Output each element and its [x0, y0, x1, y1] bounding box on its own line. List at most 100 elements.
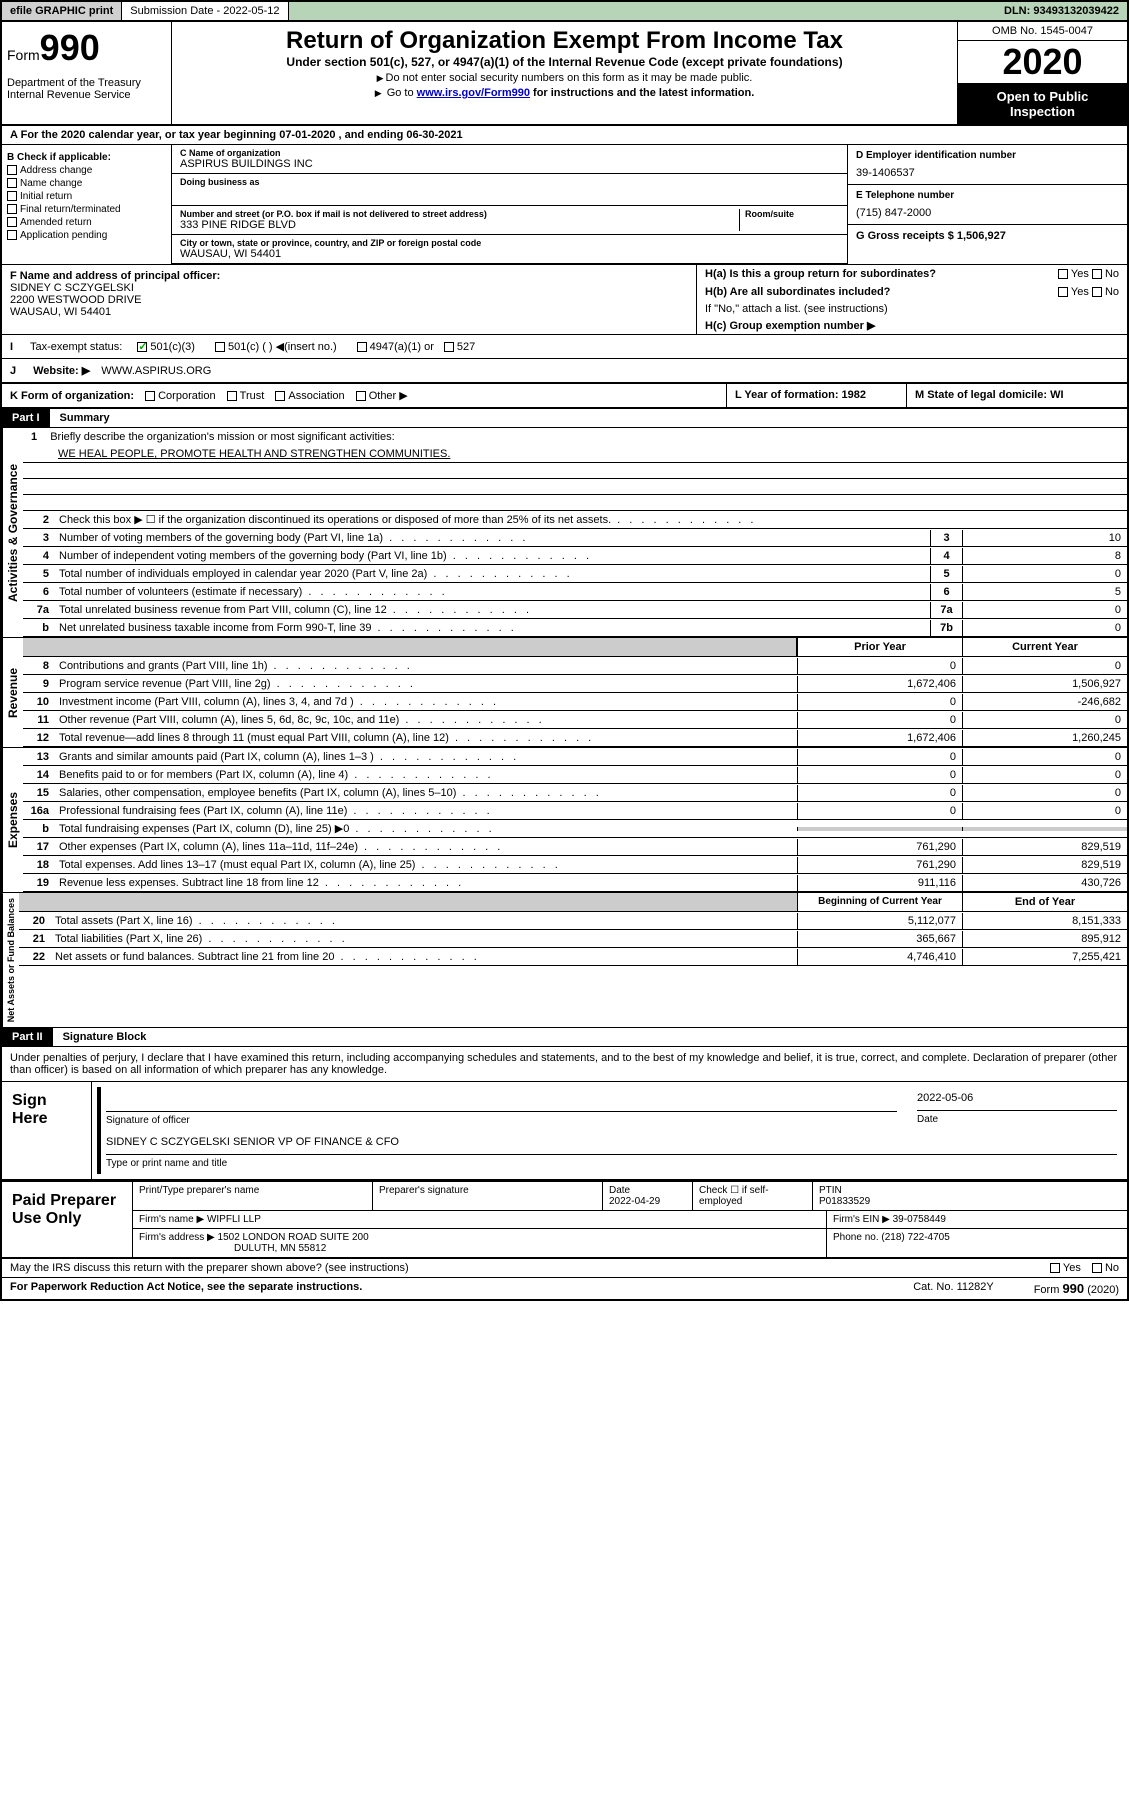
- form-header: Form990 Department of the Treasury Inter…: [2, 22, 1127, 126]
- omb-number: OMB No. 1545-0047: [958, 22, 1127, 41]
- cb-527[interactable]: [444, 342, 454, 352]
- link-note: Go to www.irs.gov/Form990 for instructio…: [177, 87, 952, 99]
- form-title-box: Return of Organization Exempt From Incom…: [172, 22, 957, 124]
- cb-ha-yes[interactable]: [1058, 269, 1068, 279]
- activities-governance: Activities & Governance 1 Briefly descri…: [2, 428, 1127, 637]
- org-name-box: C Name of organization ASPIRUS BUILDINGS…: [172, 145, 847, 264]
- cb-501c[interactable]: [215, 342, 225, 352]
- firm-addr: 1502 LONDON ROAD SUITE 200: [218, 1232, 369, 1243]
- line-21: 21Total liabilities (Part X, line 26)365…: [19, 930, 1127, 948]
- org-city: WAUSAU, WI 54401: [180, 248, 839, 260]
- phone-value: (715) 847-2000: [856, 207, 1119, 219]
- line-7a: 7aTotal unrelated business revenue from …: [23, 601, 1127, 619]
- efile-button[interactable]: efile GRAPHIC print: [2, 2, 122, 20]
- section-a-tax-year: A For the 2020 calendar year, or tax yea…: [2, 126, 1127, 145]
- paid-preparer-row: Paid Preparer Use Only Print/Type prepar…: [2, 1180, 1127, 1259]
- line-16a: 16aProfessional fundraising fees (Part I…: [23, 802, 1127, 820]
- form-subtitle: Under section 501(c), 527, or 4947(a)(1)…: [177, 55, 952, 69]
- firm-ein: 39-0758449: [893, 1214, 946, 1225]
- cb-assoc[interactable]: [275, 391, 285, 401]
- ein-value: 39-1406537: [856, 167, 1119, 179]
- irs-link[interactable]: www.irs.gov/Form990: [417, 87, 530, 99]
- org-name: ASPIRUS BUILDINGS INC: [180, 158, 839, 170]
- gross-receipts: G Gross receipts $ 1,506,927: [856, 230, 1119, 242]
- dln-number: DLN: 93493132039422: [996, 2, 1127, 20]
- sig-date: 2022-05-06: [917, 1092, 1117, 1104]
- firm-phone: (218) 722-4705: [881, 1232, 949, 1243]
- cb-initial-return[interactable]: [7, 191, 17, 201]
- footer-row: For Paperwork Reduction Act Notice, see …: [2, 1278, 1127, 1299]
- net-assets-section: Net Assets or Fund Balances Beginning of…: [2, 892, 1127, 1027]
- line-b: bNet unrelated business taxable income f…: [23, 619, 1127, 637]
- firm-name: WIPFLI LLP: [207, 1214, 261, 1225]
- discuss-row: May the IRS discuss this return with the…: [2, 1259, 1127, 1278]
- cb-other[interactable]: [356, 391, 366, 401]
- line-14: 14Benefits paid to or for members (Part …: [23, 766, 1127, 784]
- open-inspection: Open to Public Inspection: [958, 84, 1127, 124]
- line-13: 13Grants and similar amounts paid (Part …: [23, 748, 1127, 766]
- cb-final-return[interactable]: [7, 204, 17, 214]
- line-4: 4Number of independent voting members of…: [23, 547, 1127, 565]
- line-11: 11Other revenue (Part VIII, column (A), …: [23, 711, 1127, 729]
- part2-header: Part II Signature Block: [2, 1027, 1127, 1047]
- cb-4947[interactable]: [357, 342, 367, 352]
- line-22: 22Net assets or fund balances. Subtract …: [19, 948, 1127, 966]
- cb-hb-no[interactable]: [1092, 287, 1102, 297]
- prep-date: 2022-04-29: [609, 1196, 686, 1207]
- cb-trust[interactable]: [227, 391, 237, 401]
- line-b: bTotal fundraising expenses (Part IX, co…: [23, 820, 1127, 838]
- sign-here-row: Sign Here Signature of officer 2022-05-0…: [2, 1082, 1127, 1180]
- org-info-row: B Check if applicable: Address change Na…: [2, 145, 1127, 265]
- form-title: Return of Organization Exempt From Incom…: [177, 27, 952, 55]
- website-url[interactable]: WWW.ASPIRUS.ORG: [101, 365, 211, 377]
- begin-year-hdr: Beginning of Current Year: [797, 893, 962, 911]
- line-18: 18Total expenses. Add lines 13–17 (must …: [23, 856, 1127, 874]
- cb-application[interactable]: [7, 230, 17, 240]
- current-year-hdr: Current Year: [962, 638, 1127, 656]
- group-exemption: H(c) Group exemption number ▶: [697, 317, 1127, 334]
- tax-year: 2020: [958, 41, 1127, 84]
- officer-addr1: 2200 WESTWOOD DRIVE: [10, 294, 688, 306]
- dept-treasury: Department of the Treasury Internal Reve…: [7, 77, 166, 101]
- right-info-col: D Employer identification number 39-1406…: [847, 145, 1127, 264]
- year-formation: L Year of formation: 1982: [727, 384, 907, 407]
- cb-amended[interactable]: [7, 217, 17, 227]
- line-17: 17Other expenses (Part IX, column (A), l…: [23, 838, 1127, 856]
- tax-status-row: I Tax-exempt status: 501(c)(3) 501(c) ( …: [2, 335, 1127, 359]
- officer-sig-name: SIDNEY C SCZYGELSKI SENIOR VP OF FINANCE…: [106, 1136, 1117, 1148]
- revenue-section: Revenue Prior Year Current Year 8Contrib…: [2, 637, 1127, 747]
- perjury-statement: Under penalties of perjury, I declare th…: [2, 1047, 1127, 1082]
- line-19: 19Revenue less expenses. Subtract line 1…: [23, 874, 1127, 892]
- cb-corp[interactable]: [145, 391, 155, 401]
- ptin: P01833529: [819, 1196, 1121, 1207]
- form-number-box: Form990 Department of the Treasury Inter…: [2, 22, 172, 124]
- line-10: 10Investment income (Part VIII, column (…: [23, 693, 1127, 711]
- check-applicable-box: B Check if applicable: Address change Na…: [2, 145, 172, 264]
- form-ref: Form 990 (2020): [1034, 1281, 1119, 1296]
- cb-ha-no[interactable]: [1092, 269, 1102, 279]
- form-number: 990: [40, 27, 100, 68]
- officer-addr2: WAUSAU, WI 54401: [10, 306, 688, 318]
- end-year-hdr: End of Year: [962, 893, 1127, 911]
- expenses-section: Expenses 13Grants and similar amounts pa…: [2, 747, 1127, 892]
- line-6: 6Total number of volunteers (estimate if…: [23, 583, 1127, 601]
- cb-501c3[interactable]: [137, 342, 147, 352]
- officer-name: SIDNEY C SCZYGELSKI: [10, 282, 688, 294]
- cb-address-change[interactable]: [7, 165, 17, 175]
- submission-date: Submission Date - 2022-05-12: [122, 2, 288, 20]
- top-bar: efile GRAPHIC print Submission Date - 20…: [2, 2, 1127, 22]
- cb-discuss-no[interactable]: [1092, 1263, 1102, 1273]
- form-org-row: K Form of organization: Corporation Trus…: [2, 384, 1127, 409]
- state-domicile: M State of legal domicile: WI: [907, 384, 1127, 407]
- line-15: 15Salaries, other compensation, employee…: [23, 784, 1127, 802]
- line-2: 2Check this box ▶ ☐ if the organization …: [23, 511, 1127, 529]
- cb-name-change[interactable]: [7, 178, 17, 188]
- part1-header: Part I Summary: [2, 409, 1127, 428]
- officer-h-row: F Name and address of principal officer:…: [2, 265, 1127, 335]
- cb-discuss-yes[interactable]: [1050, 1263, 1060, 1273]
- line-3: 3Number of voting members of the governi…: [23, 529, 1127, 547]
- ssn-note: Do not enter social security numbers on …: [177, 72, 952, 84]
- cb-hb-yes[interactable]: [1058, 287, 1068, 297]
- mission-text: WE HEAL PEOPLE, PROMOTE HEALTH AND STREN…: [23, 446, 1127, 463]
- line-20: 20Total assets (Part X, line 16)5,112,07…: [19, 912, 1127, 930]
